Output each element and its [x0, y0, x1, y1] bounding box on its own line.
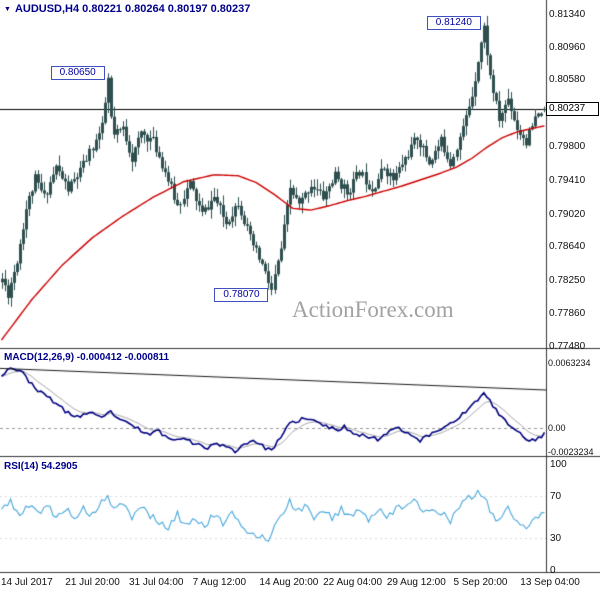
price-axis-label: 0.77860: [549, 308, 586, 320]
macd-label: MACD(12,26,9) -0.000412 -0.000811: [4, 352, 170, 363]
watermark: ActionForex.com: [292, 297, 454, 322]
time-axis-label: 31 Jul 04:00: [128, 577, 184, 588]
macd-axis-label: 0.0063234: [548, 358, 591, 368]
price-axis-label: 0.80960: [549, 41, 586, 53]
rsi-axis-label: 70: [550, 490, 562, 502]
price-axis-label: 0.78250: [549, 274, 586, 286]
ohlc-header: ▼ AUDUSD,H4 0.80221 0.80264 0.80197 0.80…: [4, 3, 250, 15]
time-axis-label: 14 Jul 2017: [1, 577, 53, 588]
rsi-label: RSI(14) 54.2905: [4, 461, 78, 472]
time-axis-label: 5 Sep 20:00: [453, 577, 508, 588]
time-axis-label: 22 Aug 04:00: [323, 577, 383, 588]
price-axis-label: 0.79020: [549, 208, 586, 220]
symbol-marker-icon: ▼: [4, 5, 11, 13]
rsi-axis-label: 0: [550, 565, 556, 576]
time-axis-label: 21 Jul 20:00: [65, 577, 120, 588]
price-axis-label: 0.79410: [549, 175, 586, 186]
price-axis-label: 0.80580: [549, 74, 586, 86]
macd-axis-label: 0.00: [548, 423, 566, 434]
rsi-axis-label: 100: [550, 459, 567, 470]
time-axis-label: 14 Aug 20:00: [259, 577, 319, 588]
price-axis-label: 0.79800: [549, 141, 586, 153]
price-annotation: 0.81240: [426, 15, 481, 30]
current-price-label: 0.80237: [546, 101, 599, 116]
macd-axis-label: -0.0023234: [548, 447, 594, 457]
price-annotation: 0.80650: [50, 66, 105, 81]
time-axis-label: 13 Sep 04:00: [520, 577, 580, 588]
rsi-axis-label: 30: [550, 533, 562, 545]
price-annotation: 0.78070: [214, 288, 269, 303]
time-axis-label: 7 Aug 12:00: [192, 577, 247, 588]
ohlc-text: AUDUSD,H4 0.80221 0.80264 0.80197 0.8023…: [14, 3, 251, 15]
price-axis-label: 0.77480: [549, 341, 586, 352]
price-axis-label: 0.81340: [549, 9, 586, 20]
price-axis-label: 0.78640: [549, 241, 586, 253]
time-axis-label: 29 Aug 12:00: [386, 577, 446, 588]
